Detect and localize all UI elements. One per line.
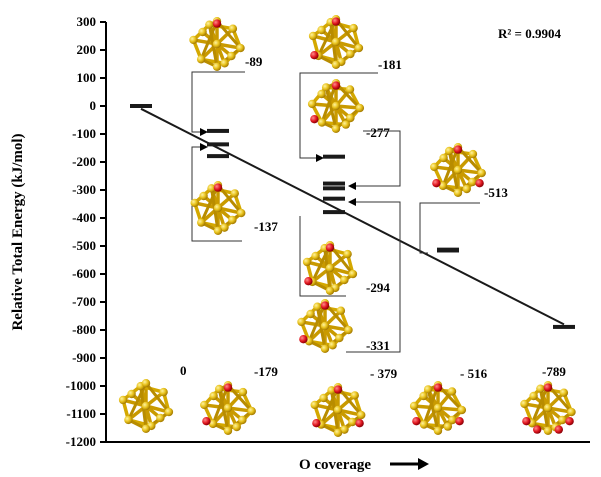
energy-bar <box>207 154 229 159</box>
y-tick-label: -500 <box>72 238 96 253</box>
energy-label-neg516: - 516 <box>460 366 488 381</box>
y-axis-ticks: 300 200 100 0 -100 -200 -300 -400 -500 -600 -700 -8… <box>66 14 106 449</box>
y-tick-label: -100 <box>72 126 96 141</box>
y-tick-label: -400 <box>72 210 96 225</box>
energy-bar <box>207 128 229 133</box>
energy-label-neg294: -294 <box>366 280 390 295</box>
connector-lines <box>191 71 480 353</box>
y-tick-label: -1000 <box>66 378 96 393</box>
energy-label-0: 0 <box>180 363 187 378</box>
y-tick-label: 0 <box>90 98 97 113</box>
energy-labels: 0 -89 -137 -179 -181 -277 -294 -331 - 37… <box>180 54 566 381</box>
energy-label-neg137: -137 <box>254 219 278 234</box>
energy-label-neg181: -181 <box>378 57 402 72</box>
cluster-image <box>409 381 467 435</box>
x-axis-title: O coverage <box>299 457 371 473</box>
y-tick-label: -900 <box>72 350 96 365</box>
energy-bar <box>553 324 575 329</box>
energy-bar <box>207 142 229 147</box>
energy-label-neg277: -277 <box>366 125 390 140</box>
energy-bar <box>437 248 459 253</box>
cluster-image <box>520 381 576 435</box>
y-tick-label: -1200 <box>66 434 96 449</box>
energy-bars <box>130 104 575 329</box>
cluster-image <box>200 381 256 435</box>
cluster-image <box>307 79 365 133</box>
cluster-image <box>118 379 174 433</box>
right-arrow-icon <box>390 458 429 470</box>
y-tick-label: 200 <box>77 42 97 57</box>
y-axis-title: Relative Total Energy (kJ/mol) <box>10 133 26 330</box>
y-tick-label: -700 <box>72 294 96 309</box>
y-tick-label: 100 <box>77 70 97 85</box>
cluster-structures <box>118 15 576 437</box>
r-squared-label: R² = 0.9904 <box>498 26 561 41</box>
y-tick-label: -800 <box>72 322 96 337</box>
energy-label-neg89: -89 <box>245 54 263 69</box>
cluster-image <box>302 241 358 295</box>
y-tick-label: -300 <box>72 182 96 197</box>
cluster-image <box>190 181 246 235</box>
cluster-image <box>189 17 245 71</box>
y-tick-label: -200 <box>72 154 96 169</box>
energy-bar <box>323 196 345 201</box>
energy-label-neg789: -789 <box>542 364 566 379</box>
energy-label-neg513: -513 <box>484 185 508 200</box>
y-tick-label: -1100 <box>66 406 96 421</box>
energy-label-neg179: -179 <box>254 364 278 379</box>
energy-bar <box>323 186 345 191</box>
energy-label-neg379: - 379 <box>370 366 398 381</box>
cluster-image <box>310 383 366 437</box>
cluster-image <box>430 143 486 197</box>
cluster-image <box>308 15 364 69</box>
y-tick-label: -600 <box>72 266 96 281</box>
energy-label-neg331: -331 <box>366 338 390 353</box>
energy-bar <box>323 181 345 186</box>
energy-bar <box>323 154 345 159</box>
y-tick-label: 300 <box>77 14 97 29</box>
cluster-image <box>297 299 353 353</box>
energy-bar <box>323 210 345 215</box>
energy-bar <box>130 104 152 108</box>
